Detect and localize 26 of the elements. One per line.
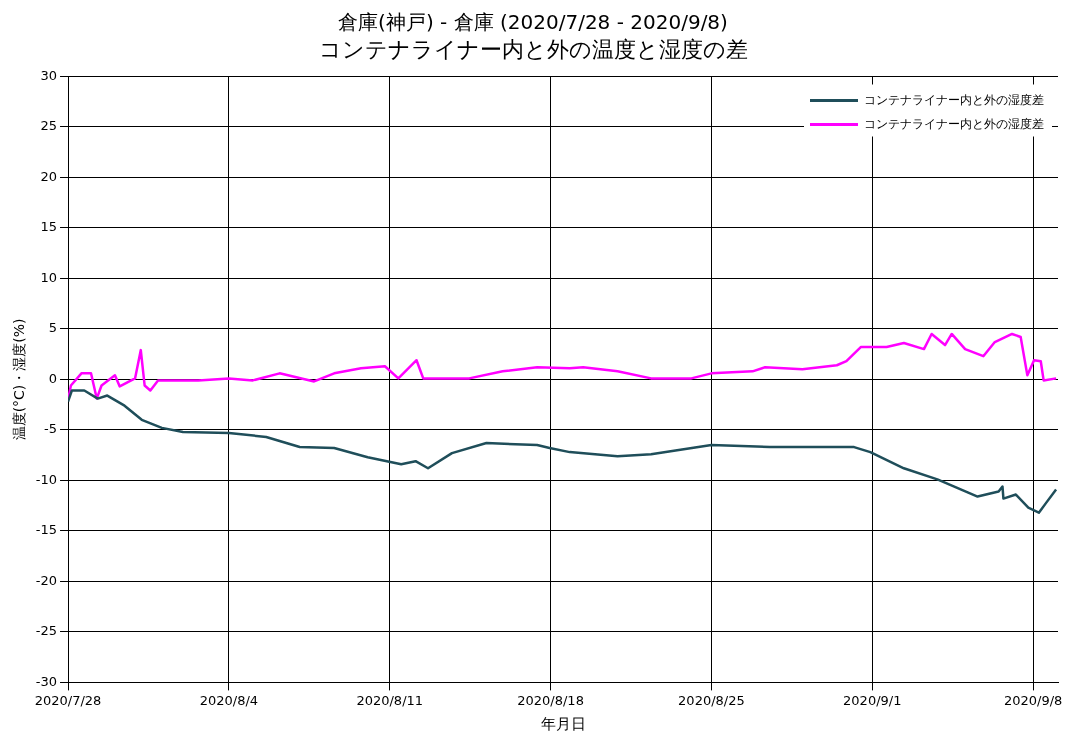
y-tick-label: 30	[40, 67, 58, 83]
x-tick-label: 2020/9/1	[843, 692, 902, 708]
y-tick-label: 5	[48, 320, 58, 336]
x-tick-label: 2020/8/4	[199, 692, 259, 708]
x-tick-label: 2020/8/18	[517, 692, 584, 708]
x-tick-label: 2020/7/28	[34, 692, 102, 708]
x-tick-label: 2020/9/8	[1003, 692, 1063, 708]
y-tick-label: -5	[44, 421, 58, 437]
x-tick-label: 2020/8/25	[678, 692, 745, 708]
chart-subtitle: コンテナライナー内と外の温度と湿度の差	[318, 36, 748, 62]
y-tick-label: -10	[35, 471, 58, 487]
y-tick-label: 10	[40, 269, 58, 285]
y-tick-label: -30	[35, 673, 58, 689]
chart-title: 倉庫(神戸) - 倉庫 (2020/7/28 - 2020/9/8)	[338, 10, 728, 35]
y-tick-label: 25	[40, 118, 58, 134]
y-tick-label: -15	[35, 522, 58, 538]
y-tick-label: -25	[35, 623, 58, 639]
y-tick-label: 0	[48, 370, 58, 386]
legend-label: コンテナライナー内と外の湿度差	[864, 92, 1044, 107]
y-tick-label: 15	[40, 219, 58, 235]
x-axis-title: 年月日	[540, 714, 586, 733]
y-axis-title: 温度(°C)・湿度(%)	[11, 318, 28, 441]
y-tick-label: 20	[40, 168, 58, 184]
y-tick-label: -20	[35, 572, 58, 588]
legend-label: コンテナライナー内と外の湿度差	[864, 116, 1044, 131]
x-tick-label: 2020/8/11	[356, 692, 424, 708]
